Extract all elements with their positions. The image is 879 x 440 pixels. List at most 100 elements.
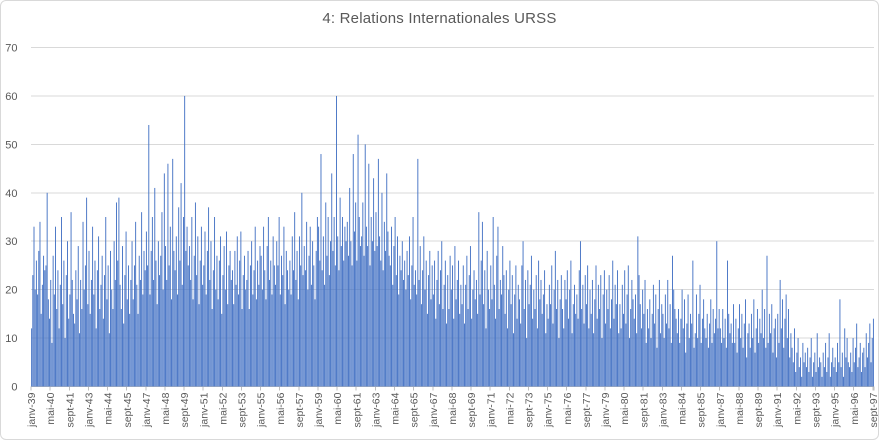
bar (686, 323, 688, 387)
bar (89, 313, 91, 387)
x-axis-tick-label: mai-76 (562, 392, 574, 424)
bar (144, 270, 146, 387)
bar (161, 212, 163, 387)
x-axis-tick-label: mai-84 (677, 392, 689, 424)
bar (857, 367, 859, 387)
x-axis-tick-label: sept-77 (581, 392, 593, 427)
bar (859, 342, 861, 387)
bar (736, 352, 738, 387)
bar (220, 236, 222, 387)
bar (136, 284, 138, 387)
bar (825, 342, 827, 387)
x-axis-tick-label: janv-91 (772, 392, 784, 428)
bar (204, 231, 206, 387)
bar (571, 333, 573, 387)
bar (380, 260, 382, 387)
bar (717, 328, 719, 387)
bar (538, 260, 540, 387)
bar (719, 328, 721, 387)
bar (700, 342, 702, 387)
bar (528, 304, 530, 387)
bar (64, 338, 66, 387)
bar (397, 236, 398, 387)
bar (523, 309, 525, 387)
bar (209, 279, 211, 387)
bar (394, 217, 396, 387)
bar (638, 275, 640, 387)
bar (754, 352, 756, 387)
bar (666, 323, 668, 387)
bar (770, 333, 772, 387)
bar (313, 265, 315, 387)
bar (447, 275, 449, 387)
bar (87, 304, 89, 387)
bar (51, 342, 53, 387)
bar (685, 352, 687, 387)
bar (43, 255, 45, 387)
bar (740, 338, 742, 387)
bar (297, 299, 299, 387)
bar (725, 347, 727, 387)
bar (264, 270, 266, 387)
x-axis-tick-label: mai-72 (504, 392, 516, 424)
bar (564, 279, 566, 387)
bar (423, 236, 425, 387)
bar (546, 304, 548, 387)
bar (583, 323, 585, 387)
bar (552, 323, 554, 387)
bar (615, 304, 617, 387)
bar (490, 265, 492, 387)
bar (724, 318, 726, 387)
bar (520, 323, 522, 387)
bar (327, 217, 329, 387)
bar (801, 376, 803, 387)
bar (691, 323, 693, 387)
bar (65, 275, 67, 387)
bar (431, 265, 433, 387)
bar (739, 304, 740, 387)
bar (536, 328, 538, 387)
bar (639, 304, 641, 387)
bar (205, 294, 207, 387)
bar (296, 250, 298, 387)
bar (596, 318, 598, 387)
bar (420, 304, 422, 387)
bar (760, 333, 762, 387)
bar (249, 265, 251, 387)
bar (711, 342, 713, 387)
bar (617, 270, 618, 387)
bar (442, 309, 444, 387)
bar (96, 270, 98, 387)
bar (306, 221, 308, 387)
bar (623, 313, 624, 387)
bar (839, 299, 841, 387)
bar (698, 313, 700, 387)
bar (629, 338, 630, 387)
bar (52, 255, 54, 387)
bar (50, 279, 52, 387)
bar (78, 333, 80, 387)
bar (392, 284, 394, 387)
bar (440, 270, 442, 387)
bar (851, 371, 853, 387)
bar (658, 279, 660, 387)
bar (141, 212, 143, 387)
bar (192, 299, 194, 387)
bar (491, 299, 493, 387)
bar (418, 279, 420, 387)
bar (805, 367, 807, 387)
bar (183, 217, 184, 387)
bar (150, 250, 152, 387)
bar (745, 299, 746, 387)
bar (495, 318, 497, 387)
bar (163, 173, 165, 387)
bar (672, 255, 673, 387)
bar (279, 294, 281, 387)
bar (833, 367, 835, 387)
bar (625, 323, 627, 387)
bar (147, 265, 149, 387)
bar (399, 255, 401, 387)
bar (863, 347, 865, 387)
bar (800, 357, 801, 387)
bar (838, 362, 840, 387)
